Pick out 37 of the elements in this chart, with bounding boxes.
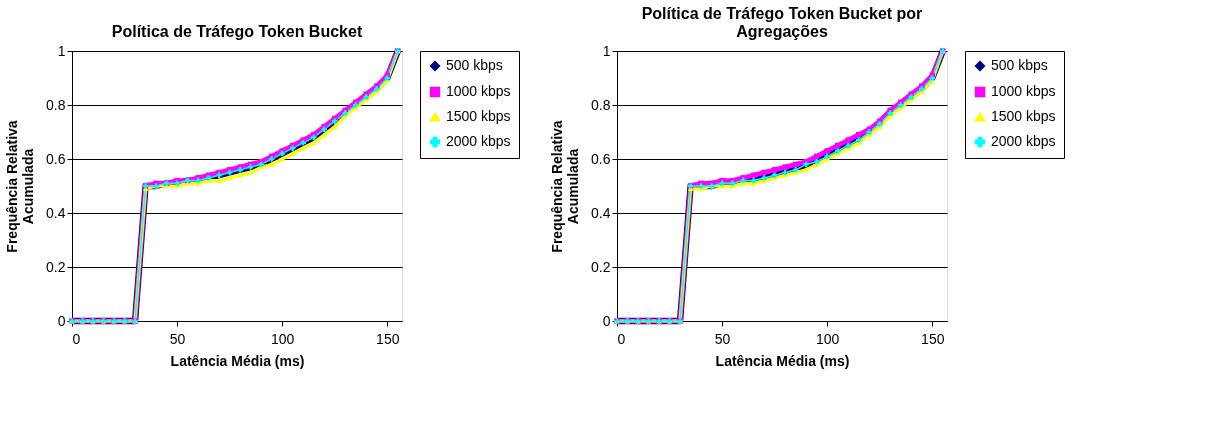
x-tick-label: 50 xyxy=(714,330,731,347)
x-tick-label: 100 xyxy=(271,330,295,347)
text: Política de Tráfego Token Bucket por xyxy=(641,5,923,22)
y-tick-label: 0 xyxy=(57,312,66,329)
x-tick-label: 0 xyxy=(617,330,626,347)
legend-label: 1500 kbps xyxy=(446,108,511,124)
text: Frequência Relativa xyxy=(549,120,566,253)
text: Acumulada xyxy=(565,148,582,225)
legend-label: 1500 kbps xyxy=(991,108,1056,124)
x-tick-label: 150 xyxy=(376,330,400,347)
y-tick-label: 0.8 xyxy=(591,96,611,113)
y-tick-label: 1 xyxy=(602,42,611,59)
legend-label: 2000 kbps xyxy=(991,133,1056,149)
legend-label: 1000 kbps xyxy=(446,83,511,99)
y-tick-label: 0.4 xyxy=(46,204,66,221)
x-tick-label: 100 xyxy=(816,330,840,347)
y-tick-label: 0 xyxy=(602,312,611,329)
text: Acumulada xyxy=(20,148,37,225)
legend-label: 500 kbps xyxy=(991,57,1048,73)
y-tick-label: 0.6 xyxy=(591,150,611,167)
y-tick-label: 0.6 xyxy=(46,150,66,167)
x-axis-title: Latência Média (ms) xyxy=(170,352,305,369)
x-tick-label: 0 xyxy=(72,330,81,347)
y-tick-label: 0.2 xyxy=(591,258,611,275)
y-tick-label: 0.2 xyxy=(46,258,66,275)
x-tick-label: 150 xyxy=(921,330,945,347)
chart-title: Política de Tráfego Token Bucket xyxy=(111,23,363,40)
x-tick-label: 50 xyxy=(169,330,186,347)
y-tick-label: 0.4 xyxy=(591,204,611,221)
legend-label: 500 kbps xyxy=(446,57,503,73)
legend-label: 2000 kbps xyxy=(446,133,511,149)
y-tick-label: 1 xyxy=(57,42,66,59)
text: Frequência Relativa xyxy=(4,120,21,253)
x-axis-title: Latência Média (ms) xyxy=(715,352,850,369)
legend-label: 1000 kbps xyxy=(991,83,1056,99)
y-tick-label: 0.8 xyxy=(46,96,66,113)
text: Agregações xyxy=(736,23,828,40)
